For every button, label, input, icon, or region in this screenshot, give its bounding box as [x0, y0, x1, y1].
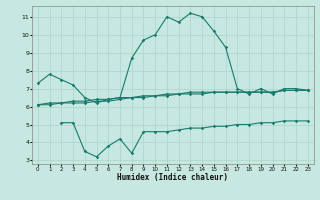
X-axis label: Humidex (Indice chaleur): Humidex (Indice chaleur)	[117, 173, 228, 182]
